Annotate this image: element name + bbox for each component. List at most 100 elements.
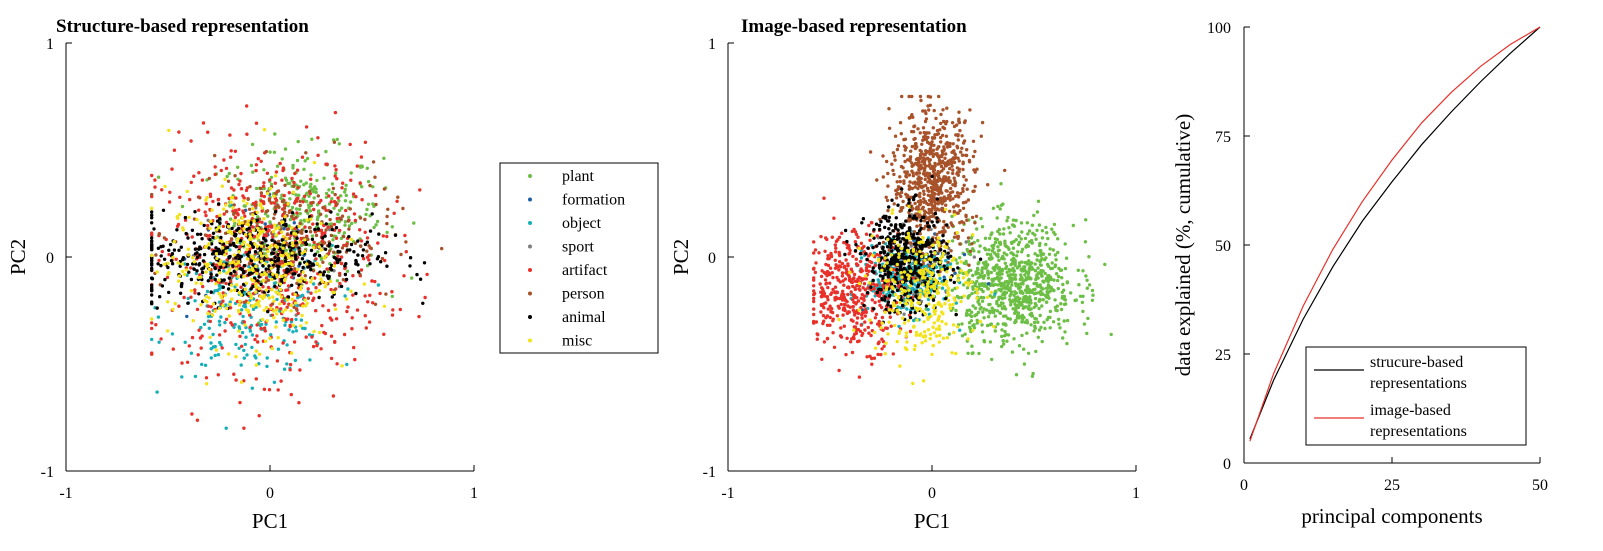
point-animal [312, 253, 317, 257]
point-artifact [192, 174, 196, 178]
point-artifact [296, 186, 300, 190]
point-misc [238, 299, 242, 303]
point-artifact [279, 379, 283, 383]
point-object [222, 269, 226, 273]
point-animal [344, 262, 348, 266]
legend-label-animal: animal [562, 309, 606, 326]
point-artifact [304, 125, 309, 129]
point-misc [275, 291, 280, 295]
point-person [936, 174, 941, 178]
point-animal [195, 251, 199, 255]
point-artifact [821, 313, 826, 318]
point-plant [1017, 344, 1022, 348]
point-plant [296, 139, 300, 144]
point-person [373, 302, 378, 306]
point-misc [240, 242, 245, 246]
point-misc [303, 278, 307, 282]
point-artifact [282, 193, 286, 198]
point-person [927, 141, 931, 145]
point-artifact [244, 188, 249, 193]
legend-marker-plant [528, 174, 532, 178]
point-person [950, 157, 955, 161]
point-person [294, 216, 298, 220]
point-person [917, 166, 922, 170]
point-artifact [859, 267, 863, 271]
point-artifact [817, 251, 821, 255]
point-plant [966, 351, 970, 355]
point-plant [1009, 303, 1013, 307]
point-artifact [241, 209, 245, 213]
point-plant [999, 203, 1004, 207]
point-misc [185, 189, 189, 194]
point-artifact [333, 261, 337, 265]
point-plant [302, 167, 306, 171]
point-person [932, 168, 936, 172]
point-plant [1041, 269, 1045, 273]
point-plant [950, 288, 954, 292]
point-person [922, 192, 926, 196]
point-animal [241, 282, 246, 287]
point-person [945, 119, 949, 124]
point-plant [1000, 344, 1004, 349]
point-misc [222, 263, 226, 267]
point-plant [1080, 300, 1085, 305]
point-person [916, 127, 920, 131]
point-animal [210, 252, 215, 256]
point-artifact [826, 307, 830, 311]
point-person [957, 120, 962, 125]
point-plant [1047, 278, 1051, 282]
point-artifact [221, 224, 225, 229]
point-artifact [267, 388, 272, 392]
point-object [295, 303, 300, 308]
point-person [931, 126, 935, 130]
point-person [332, 140, 337, 144]
point-animal [242, 270, 246, 274]
point-plant [976, 310, 981, 315]
point-artifact [881, 284, 886, 288]
point-plant [982, 274, 987, 278]
y-tick-label: 0 [46, 250, 54, 267]
point-animal [257, 275, 261, 279]
point-misc [267, 245, 271, 250]
point-artifact [314, 340, 318, 344]
point-artifact [237, 246, 242, 250]
point-plant [269, 175, 274, 180]
point-animal [360, 254, 365, 258]
legend-marker-misc [528, 338, 532, 343]
point-misc [300, 251, 304, 255]
point-artifact [221, 299, 225, 303]
point-artifact [353, 218, 358, 223]
point-plant [1006, 215, 1010, 220]
point-misc [281, 318, 286, 322]
point-person [270, 302, 275, 306]
x-tick-label: 1 [470, 485, 478, 502]
point-animal [150, 216, 154, 220]
point-plant [1057, 317, 1061, 321]
point-artifact [304, 335, 308, 339]
point-artifact [819, 234, 823, 239]
point-person [952, 209, 956, 214]
point-animal [914, 294, 918, 298]
point-formation [962, 252, 967, 257]
legend-marker-person [528, 291, 532, 296]
point-plant [1008, 231, 1012, 235]
point-object [283, 323, 287, 327]
point-animal [278, 242, 282, 247]
point-artifact [153, 185, 157, 189]
point-plant [983, 246, 987, 250]
point-misc [218, 239, 222, 243]
point-person [986, 183, 990, 187]
point-animal [209, 272, 213, 276]
point-person [946, 260, 950, 265]
point-plant [1030, 314, 1035, 318]
point-plant [1003, 261, 1007, 265]
point-person [363, 217, 367, 222]
point-plant [1056, 237, 1060, 241]
point-animal [912, 232, 916, 237]
point-artifact [826, 285, 830, 290]
point-person [893, 158, 897, 162]
y-tick-label: 1 [46, 36, 54, 53]
point-person [979, 134, 983, 138]
point-artifact [289, 392, 293, 397]
point-object [237, 346, 241, 350]
